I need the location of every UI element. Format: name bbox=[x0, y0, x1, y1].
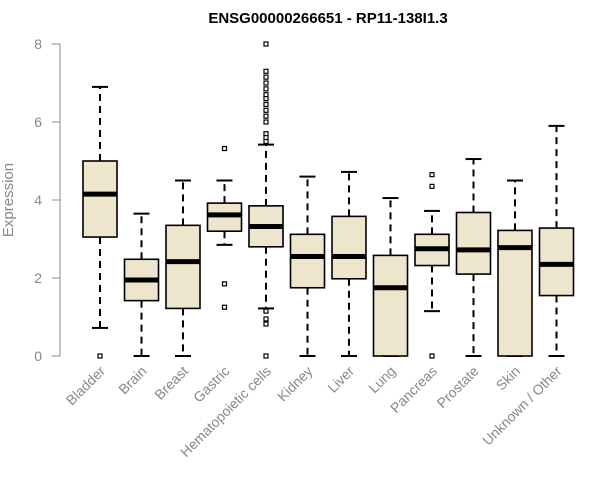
outlier-point bbox=[263, 74, 269, 80]
outlier-point bbox=[263, 86, 269, 92]
outlier-point bbox=[263, 95, 269, 102]
x-tick-label: Unknown / Other bbox=[479, 363, 565, 449]
x-tick-label: Prostate bbox=[433, 363, 481, 411]
x-tick-label: Bladder bbox=[63, 363, 109, 409]
box-group bbox=[538, 124, 575, 357]
x-tick-label: Skin bbox=[493, 363, 524, 394]
box bbox=[455, 211, 492, 275]
outlier-point bbox=[263, 107, 269, 113]
y-axis-label: Expression bbox=[0, 163, 17, 237]
box bbox=[165, 224, 201, 310]
x-tick-label: Breast bbox=[151, 363, 191, 403]
outlier-point bbox=[263, 138, 269, 145]
y-tick-label: 0 bbox=[34, 348, 42, 364]
box bbox=[289, 233, 326, 289]
box-group bbox=[455, 158, 492, 357]
box-group bbox=[82, 85, 118, 359]
box bbox=[82, 160, 118, 238]
outlier-point bbox=[97, 353, 103, 359]
x-tick-label: Kidney bbox=[274, 363, 316, 405]
box bbox=[497, 229, 533, 357]
outlier-point bbox=[221, 304, 228, 310]
outlier-point bbox=[263, 119, 269, 125]
plot-area bbox=[82, 41, 575, 359]
outlier-point bbox=[263, 80, 269, 86]
box-group bbox=[497, 179, 533, 357]
box-group bbox=[414, 172, 450, 359]
chart-title: ENSG00000266651 - RP11-138I1.3 bbox=[208, 10, 447, 27]
outlier-point bbox=[221, 145, 228, 152]
x-tick-label: Lung bbox=[365, 363, 398, 396]
box bbox=[331, 215, 367, 280]
y-tick-label: 4 bbox=[34, 192, 42, 208]
y-tick-label: 6 bbox=[34, 114, 42, 130]
box-group bbox=[372, 197, 409, 357]
box-group bbox=[165, 179, 201, 357]
outlier-point bbox=[429, 183, 435, 189]
outlier-point bbox=[263, 353, 269, 359]
outlier-point bbox=[263, 101, 269, 108]
box-group bbox=[331, 170, 367, 357]
box bbox=[372, 254, 409, 357]
outlier-point bbox=[263, 308, 269, 314]
outlier-point bbox=[263, 316, 269, 322]
box bbox=[538, 227, 575, 297]
box-group bbox=[123, 212, 160, 357]
outlier-point bbox=[221, 281, 228, 287]
outlier-point bbox=[263, 41, 269, 47]
outlier-point bbox=[429, 172, 435, 178]
y-tick-label: 8 bbox=[34, 36, 42, 52]
outlier-point bbox=[429, 353, 435, 359]
box-group bbox=[289, 175, 326, 357]
y-tick-label: 2 bbox=[34, 270, 42, 286]
x-tick-label: Brain bbox=[115, 363, 149, 397]
outlier-point bbox=[263, 321, 269, 327]
box-group bbox=[248, 41, 284, 359]
outlier-point bbox=[263, 68, 269, 74]
box-group bbox=[206, 145, 243, 310]
outlier-point bbox=[263, 113, 269, 119]
x-tick-label: Liver bbox=[324, 363, 357, 396]
